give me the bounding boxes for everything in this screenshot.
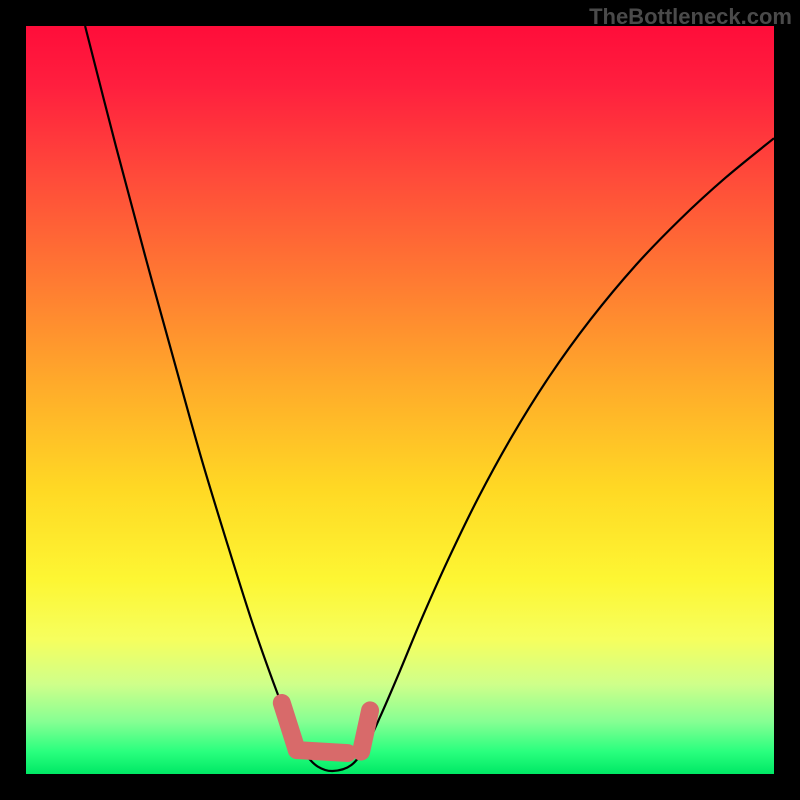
chart-container: TheBottleneck.com	[0, 0, 800, 800]
curve-layer	[26, 26, 774, 774]
bottleneck-curve	[85, 26, 774, 771]
plot-area	[26, 26, 774, 774]
bottom-marker	[282, 703, 370, 753]
